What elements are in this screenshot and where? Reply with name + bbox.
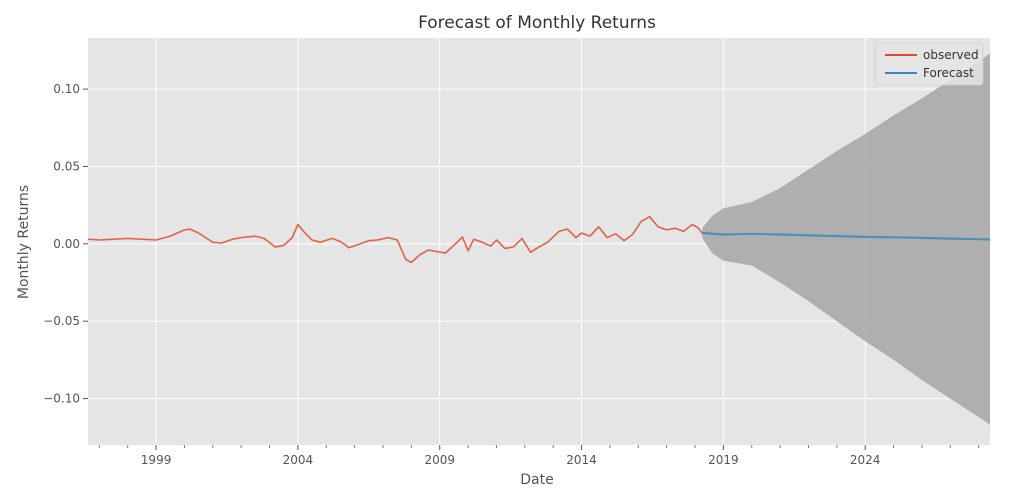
y-tick-label: −0.10 (43, 392, 80, 406)
x-axis-ticks: 1999 2004 2009 2014 2019 2024 (98, 445, 980, 467)
y-tick-label: 0.10 (53, 82, 80, 96)
y-axis-ticks: −0.10 −0.05 0.00 0.05 0.10 (43, 82, 88, 406)
y-tick-label: 0.00 (53, 237, 80, 251)
series-layer (87, 215, 991, 264)
legend: observed Forecast (874, 42, 984, 86)
legend-box (874, 42, 984, 86)
y-axis-label: Monthly Returns (16, 185, 32, 299)
confidence-band-layer (702, 53, 990, 425)
x-axis-label: Date (520, 472, 553, 488)
series-line-observed (87, 215, 703, 264)
series-line-forecast (702, 231, 991, 241)
x-tick-label: 2014 (566, 453, 597, 467)
legend-label-observed: observed (923, 48, 979, 62)
y-tick-label: 0.05 (53, 159, 80, 173)
y-tick-label: −0.05 (43, 314, 80, 328)
x-tick-label: 2024 (850, 453, 881, 467)
x-tick-label: 2004 (283, 453, 314, 467)
confidence-band (702, 53, 990, 425)
x-tick-label: 1999 (141, 453, 172, 467)
legend-label-forecast: Forecast (923, 66, 974, 80)
x-tick-label: 2019 (708, 453, 739, 467)
chart-title: Forecast of Monthly Returns (418, 13, 656, 33)
x-tick-label: 2009 (424, 453, 455, 467)
